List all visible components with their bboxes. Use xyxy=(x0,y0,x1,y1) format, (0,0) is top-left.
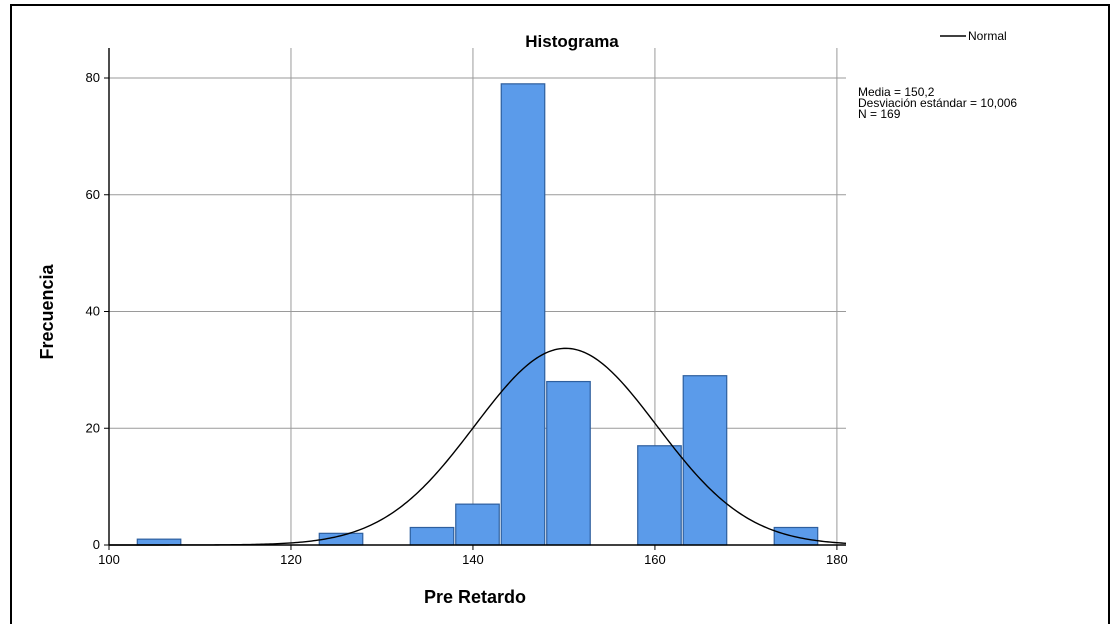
bar-158-163 xyxy=(637,445,682,546)
stats-mean: Media = 150,2 xyxy=(858,85,935,99)
y-tick-label-40: 40 xyxy=(86,304,100,319)
chart-title: Histograma xyxy=(525,32,619,51)
chart-frame xyxy=(10,4,1110,624)
bar-103-108 xyxy=(136,538,182,546)
x-tick-label-100: 100 xyxy=(98,552,120,567)
x-tick-label-120: 120 xyxy=(280,552,302,567)
bar-133-138 xyxy=(409,526,455,546)
x-tick-label-160: 160 xyxy=(644,552,666,567)
bar-143-148 xyxy=(500,83,546,546)
x-tick-label-140: 140 xyxy=(462,552,484,567)
legend-normal-label: Normal xyxy=(968,29,1007,43)
bar-163-168 xyxy=(682,375,728,546)
axes xyxy=(108,48,846,546)
bar-138-143 xyxy=(455,503,500,546)
y-tick-label-80: 80 xyxy=(86,70,100,85)
tick-labels: 100 120 140 160 180 0 20 40 60 80 xyxy=(86,70,848,567)
y-axis-title: Frecuencia xyxy=(37,263,57,359)
bar-148-153 xyxy=(546,380,591,546)
grid-lines xyxy=(109,48,846,545)
y-tick-label-60: 60 xyxy=(86,187,100,202)
y-tick-label-0: 0 xyxy=(93,537,100,552)
stats-sd: Desviación estándar = 10,006 xyxy=(858,96,1017,110)
stats-n: N = 169 xyxy=(858,107,901,121)
x-axis-title: Pre Retardo xyxy=(424,587,526,607)
histogram-bars xyxy=(136,83,819,546)
x-tick-label-180: 180 xyxy=(826,552,848,567)
y-tick-label-20: 20 xyxy=(86,420,100,435)
